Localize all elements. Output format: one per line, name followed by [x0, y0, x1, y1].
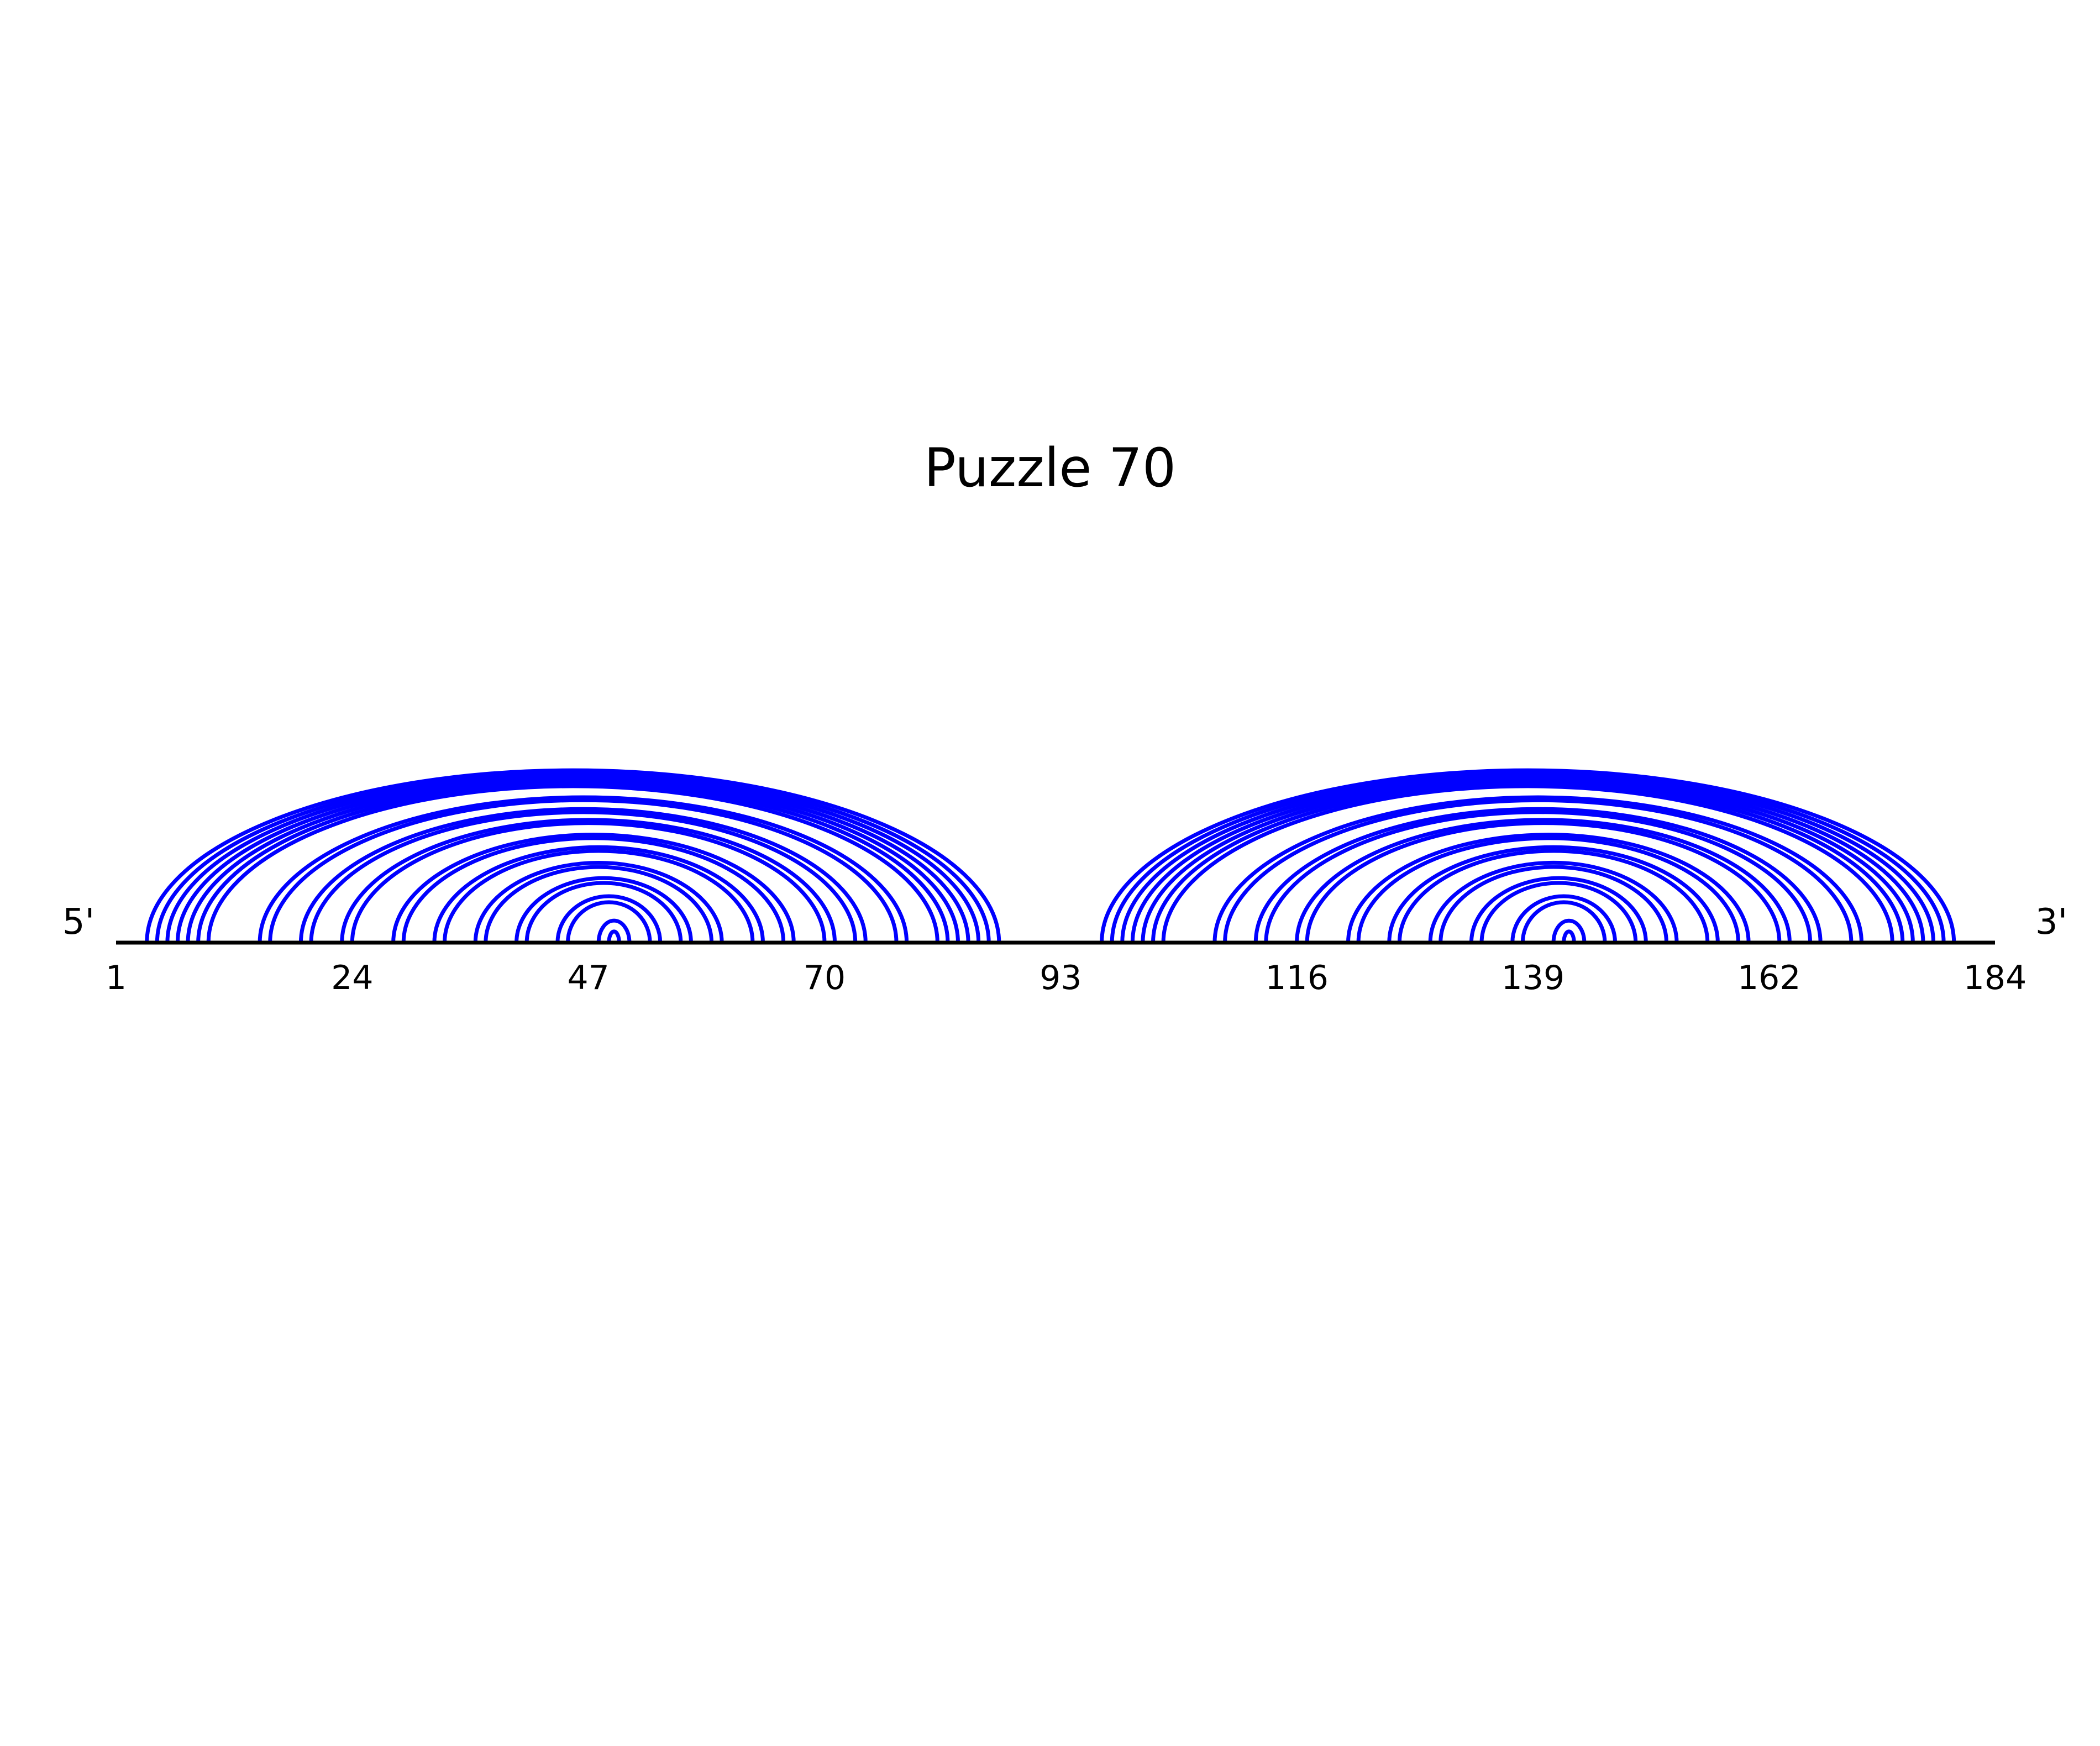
- base-pair-arcs: [145, 769, 1956, 943]
- three-prime-label: 3': [2035, 902, 2067, 943]
- base-pair-arc: [1387, 845, 1720, 943]
- base-pair-arc: [1305, 821, 1782, 943]
- base-pair-arc: [258, 795, 909, 943]
- base-pair-arc: [165, 773, 981, 943]
- base-pair-arc: [309, 811, 858, 943]
- base-pair-arc: [298, 807, 868, 943]
- base-pair-arc: [186, 779, 960, 943]
- tick-label: 93: [1040, 959, 1082, 997]
- base-pair-arc: [1264, 810, 1813, 943]
- base-pair-arc: [565, 900, 652, 943]
- base-pair-arc: [1520, 900, 1607, 943]
- base-pair-arc: [340, 818, 837, 943]
- base-pair-arc: [443, 849, 755, 943]
- base-pair-arc: [350, 821, 827, 943]
- tick-label: 116: [1265, 959, 1329, 997]
- base-pair-arc: [145, 769, 1001, 943]
- base-pair-arc: [1295, 818, 1792, 943]
- tick-label: 184: [1964, 959, 2027, 997]
- tick-label: 162: [1737, 959, 1801, 997]
- base-pair-arc: [1428, 861, 1679, 943]
- base-pair-arc: [1223, 798, 1854, 943]
- base-pair-arc: [1469, 876, 1648, 943]
- base-pair-arc: [206, 784, 939, 943]
- base-pair-arc: [1151, 781, 1905, 943]
- base-pair-arc: [1551, 918, 1587, 943]
- five-prime-label: 5': [62, 902, 95, 943]
- tick-label: 139: [1502, 959, 1565, 997]
- base-pair-arc: [268, 798, 899, 943]
- diagram-title: Puzzle 70: [924, 437, 1176, 499]
- base-pair-arc: [1161, 784, 1894, 943]
- base-pair-arc: [1346, 833, 1751, 943]
- tick-label: 1: [106, 959, 127, 997]
- base-pair-arc: [1479, 881, 1638, 943]
- base-pair-arc: [432, 845, 765, 943]
- base-pair-arc: [555, 894, 663, 943]
- base-pair-arc: [391, 833, 796, 943]
- base-pair-arc: [401, 836, 786, 943]
- tick-label: 24: [331, 959, 373, 997]
- base-pair-arc: [484, 865, 714, 943]
- base-pair-arc: [1397, 849, 1710, 943]
- tick-label: 47: [567, 959, 609, 997]
- base-pair-arc: [1130, 776, 1925, 943]
- base-pair-arc: [1212, 796, 1863, 943]
- base-pair-arc: [155, 771, 991, 943]
- base-pair-arc: [607, 929, 621, 943]
- base-pair-arc: [1253, 807, 1823, 943]
- base-pair-arc: [1562, 929, 1576, 943]
- position-tick-labels: 1 24 47 70 93 116 139 162 184: [106, 959, 2027, 997]
- base-pair-arc: [473, 861, 724, 943]
- base-pair-arc: [175, 776, 970, 943]
- base-pair-arc: [1439, 865, 1668, 943]
- base-pair-arc: [514, 876, 693, 943]
- base-pair-arc: [1356, 836, 1741, 943]
- base-pair-arc: [596, 918, 632, 943]
- base-pair-arc: [1510, 894, 1618, 943]
- base-pair-arc: [524, 881, 683, 943]
- tick-label: 70: [804, 959, 846, 997]
- base-pair-arc: [1141, 779, 1915, 943]
- base-pair-arc: [196, 781, 950, 943]
- base-pair-arc: [1100, 769, 1956, 943]
